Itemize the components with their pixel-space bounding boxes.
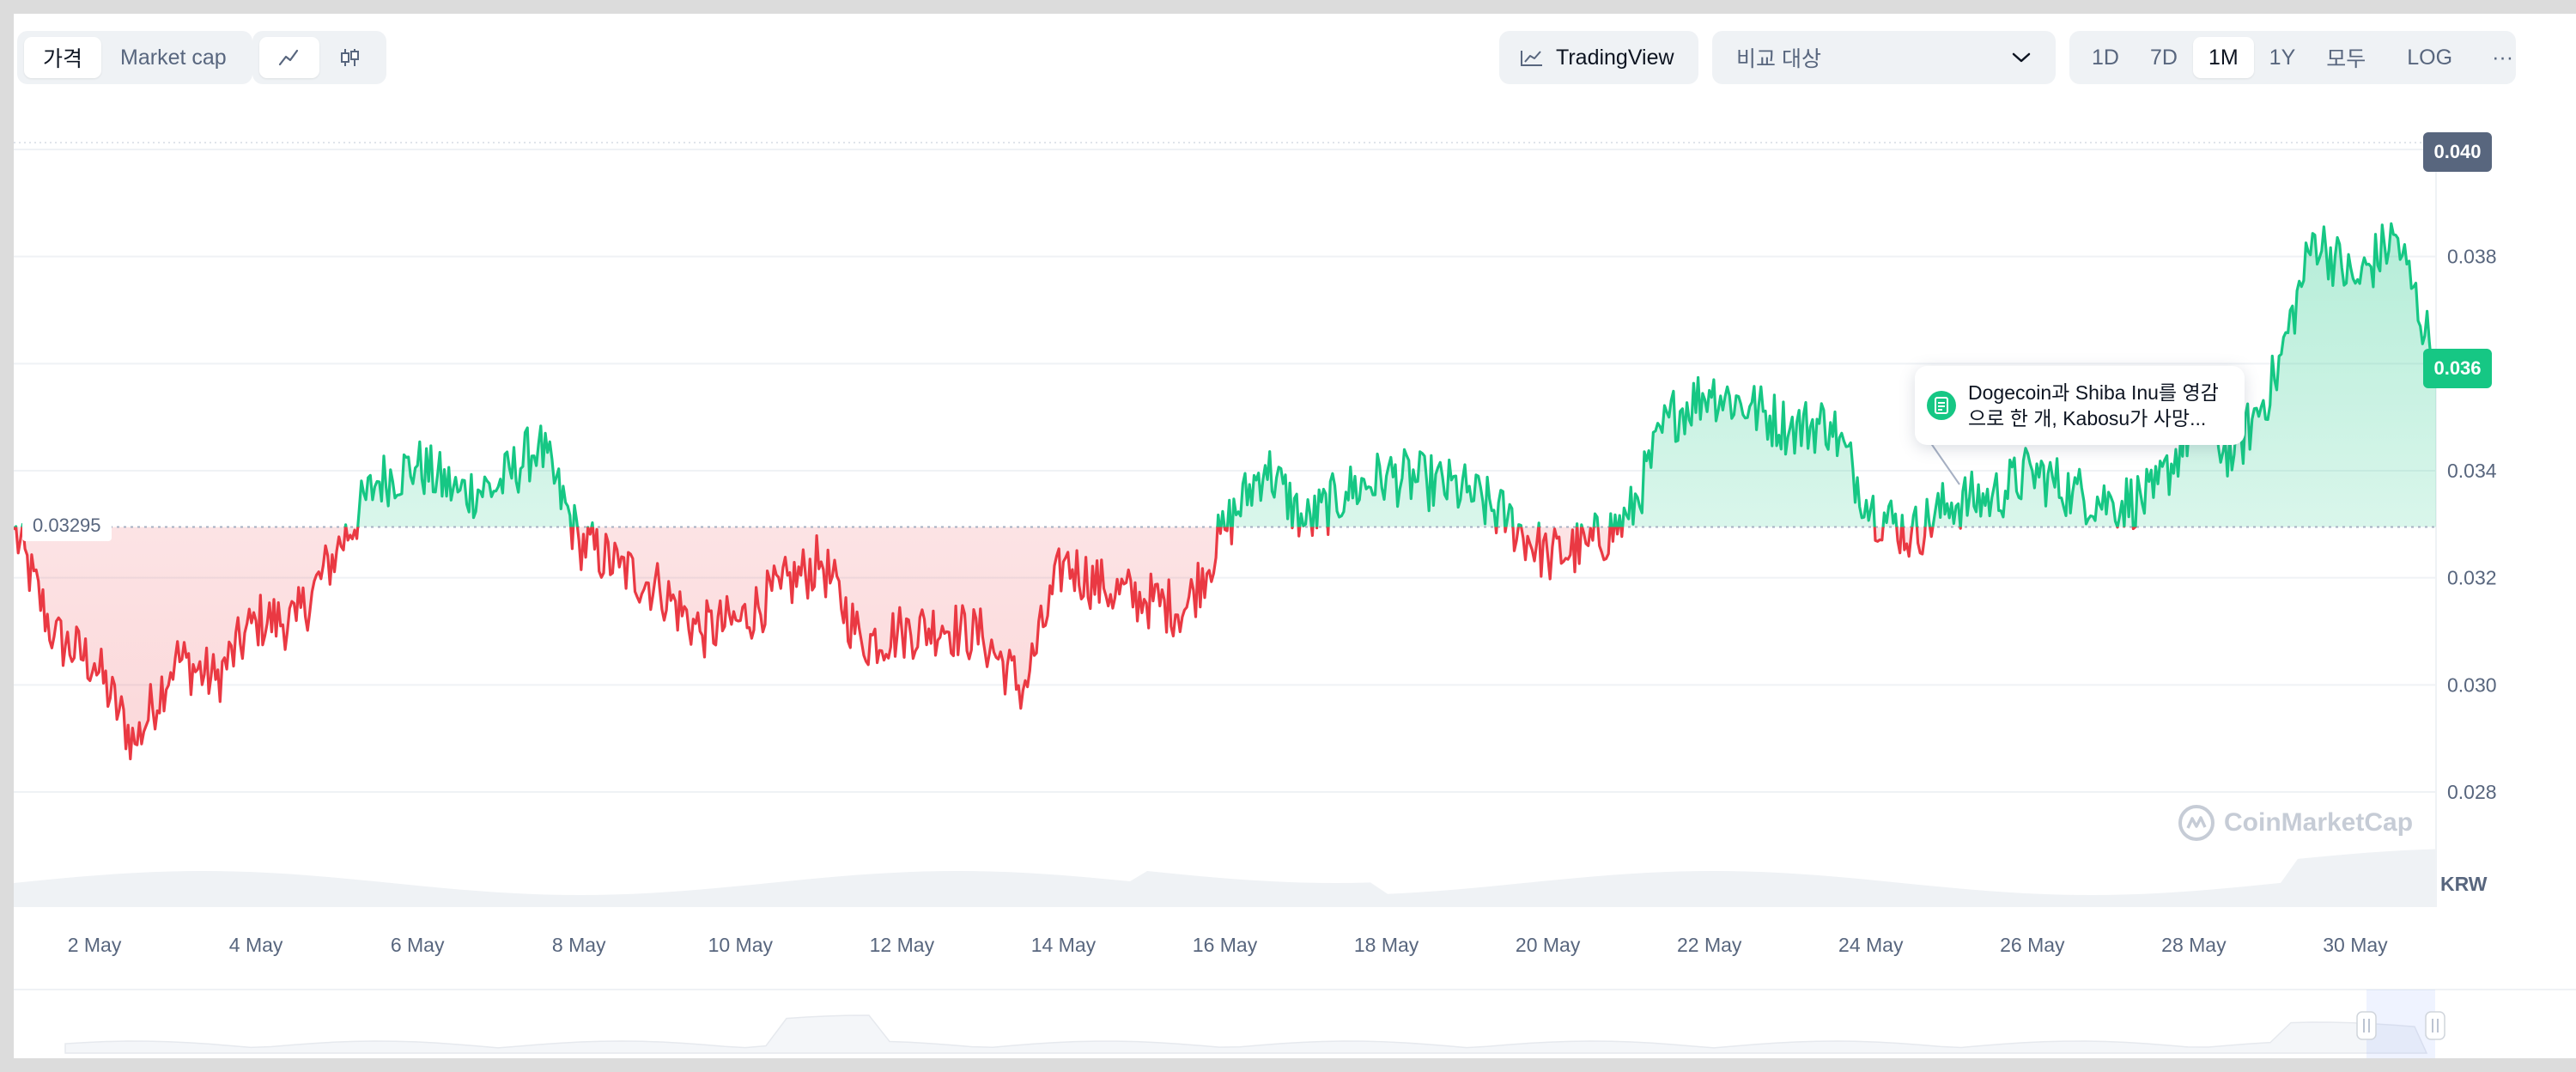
volume-band <box>14 849 2436 907</box>
navigator-handle[interactable] <box>2356 1011 2377 1040</box>
more-options-button[interactable]: ··· <box>2492 45 2514 70</box>
line-chart-button[interactable] <box>259 37 319 78</box>
y-tick-label: 0.034 <box>2447 460 2497 482</box>
market-cap-tab[interactable]: Market cap <box>120 45 227 70</box>
x-tick-label: 30 May <box>2323 934 2388 956</box>
range-1d[interactable]: 1D <box>2092 45 2119 70</box>
price-chart[interactable]: 0.028 0.030 0.032 0.034 0.038 2 May 4 May 6 Ma… <box>14 14 2576 1058</box>
price-line-down <box>14 527 2137 761</box>
x-tick-label: 8 May <box>552 934 606 956</box>
range-selector: 1D 7D 1M 1Y 모두 LOG ··· <box>2069 31 2516 84</box>
x-tick-label: 12 May <box>870 934 935 956</box>
navigator-preview <box>64 1014 2428 1054</box>
x-tick-label: 6 May <box>391 934 445 956</box>
range-1m[interactable]: 1M <box>2192 37 2254 78</box>
x-tick-label: 16 May <box>1193 934 1258 956</box>
area-fill-above <box>14 223 2436 527</box>
range-navigator[interactable] <box>14 989 2576 1058</box>
log-toggle[interactable]: LOG <box>2407 45 2453 70</box>
range-all[interactable]: 모두 <box>2326 47 2366 71</box>
chart-type-toggle <box>252 31 386 84</box>
x-tick-label: 26 May <box>2000 934 2065 956</box>
x-tick-label: 2 May <box>68 934 122 956</box>
price-line-up <box>14 222 2437 527</box>
y-tick-label: 0.030 <box>2447 673 2497 696</box>
candlestick-button[interactable] <box>319 37 380 78</box>
price-tab[interactable]: 가격 <box>24 37 102 78</box>
max-price-tag: 0.040 <box>2423 132 2492 172</box>
news-connector <box>1928 439 1960 485</box>
y-tick-label: 0.038 <box>2447 246 2497 268</box>
range-7d[interactable]: 7D <box>2149 45 2178 70</box>
watermark-text: CoinMarketCap <box>2224 808 2414 837</box>
x-tick-label: 28 May <box>2161 934 2227 956</box>
candlestick-icon <box>341 49 359 66</box>
current-price-tag: 0.036 <box>2423 349 2492 388</box>
x-tick-label: 4 May <box>229 934 283 956</box>
chevron-down-icon <box>2012 52 2031 63</box>
range-1y[interactable]: 1Y <box>2269 45 2296 70</box>
x-tick-label: 20 May <box>1516 934 1581 956</box>
tradingview-button[interactable]: TradingView <box>1499 31 1698 84</box>
news-headline: Dogecoin과 Shiba Inu를 영감 으로 한 개, Kabosu가 … <box>1968 380 2219 431</box>
navigator-selection[interactable] <box>2366 990 2435 1058</box>
document-icon <box>1927 391 1956 420</box>
x-tick-label: 24 May <box>1838 934 1904 956</box>
x-tick-label: 14 May <box>1031 934 1097 956</box>
compare-dropdown[interactable]: 비교 대상 <box>1712 31 2056 84</box>
compare-placeholder: 비교 대상 <box>1736 47 1821 71</box>
news-marker-card[interactable]: Dogecoin과 Shiba Inu를 영감 으로 한 개, Kabosu가 … <box>1915 366 2245 445</box>
currency-label: KRW <box>2440 873 2488 895</box>
trading-chart-icon <box>1521 51 1542 66</box>
coinmarketcap-watermark: CoinMarketCap <box>2178 804 2413 842</box>
x-tick-label: 10 May <box>708 934 774 956</box>
y-tick-label: 0.028 <box>2447 781 2497 803</box>
y-tick-label: 0.032 <box>2447 567 2497 589</box>
line-chart-icon <box>278 49 299 66</box>
reference-price-label: 0.03295 <box>22 510 112 541</box>
news-line-2: 으로 한 개, Kabosu가 사망... <box>1968 407 2207 429</box>
view-toggle: 가격 Market cap <box>17 31 252 84</box>
chart-panel: 가격 Market cap TradingView 비교 대상 1D 7D 1M… <box>14 14 2576 1058</box>
x-tick-label: 22 May <box>1677 934 1742 956</box>
coinmarketcap-logo-icon <box>2178 805 2215 841</box>
navigator-handle[interactable] <box>2425 1011 2445 1040</box>
x-tick-label: 18 May <box>1354 934 1419 956</box>
news-line-1: Dogecoin과 Shiba Inu를 영감 <box>1968 381 2219 404</box>
tradingview-label: TradingView <box>1556 45 1674 70</box>
